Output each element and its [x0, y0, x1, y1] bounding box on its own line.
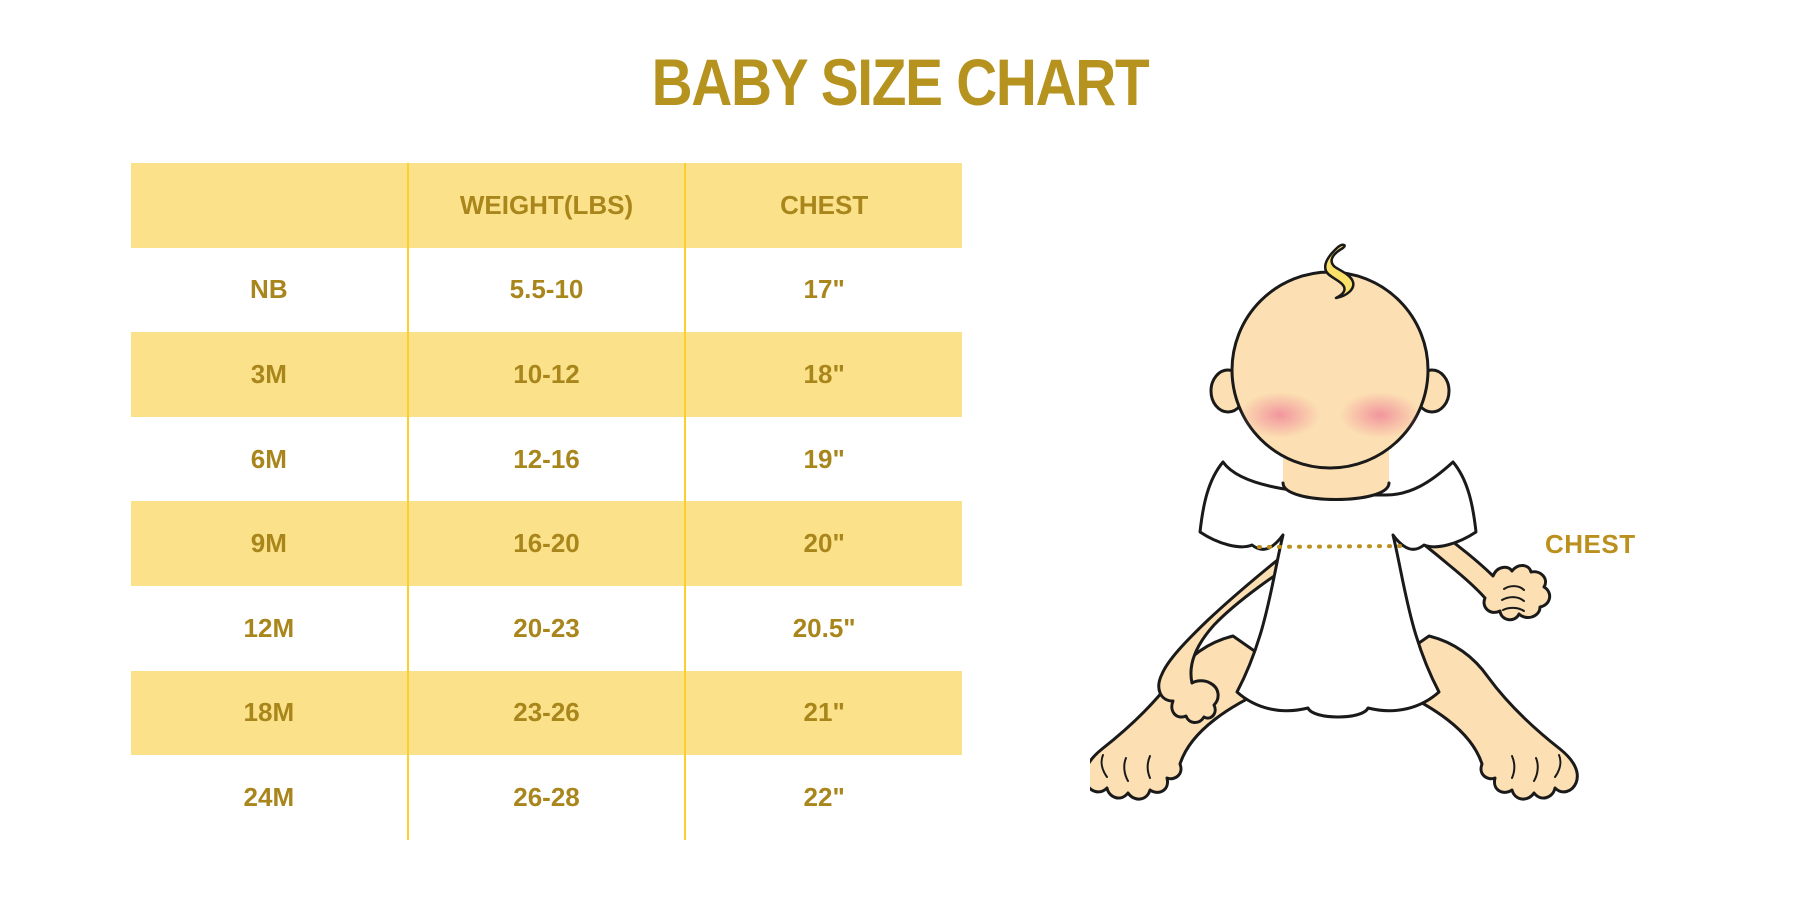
svg-text:CHEST: CHEST	[1545, 529, 1636, 559]
